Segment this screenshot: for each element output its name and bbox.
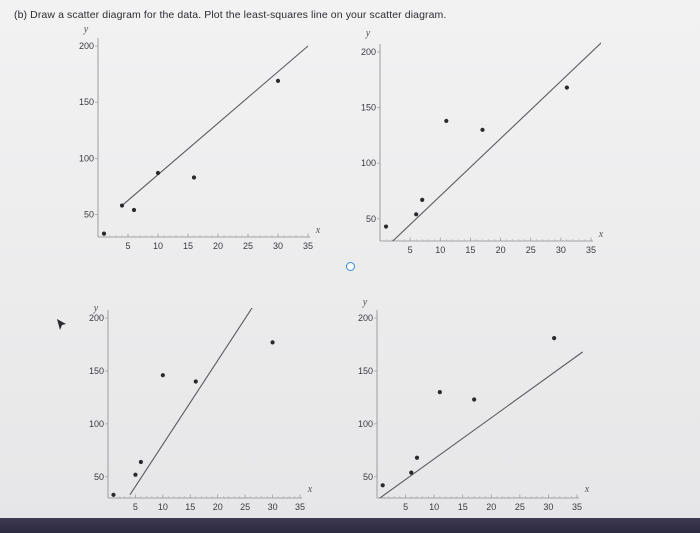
data-point (160, 373, 165, 378)
x-axis-title: x (584, 484, 590, 495)
x-tick-label: 10 (158, 502, 168, 512)
data-point (564, 85, 569, 90)
window-bottom-edge (0, 518, 700, 533)
data-point (444, 118, 449, 124)
x-tick-label: 30 (268, 502, 278, 512)
scatter-option-2[interactable]: 5 10 15 20 25 30 35 50 100 150 200 y x (338, 28, 613, 273)
data-point (414, 455, 420, 460)
y-axis-title: y (93, 303, 99, 314)
x-tick-label: 25 (240, 502, 250, 512)
y-tick-label: 100 (361, 158, 376, 168)
mouse-cursor-icon (57, 319, 66, 330)
least-squares-line (121, 45, 309, 206)
data-point (409, 470, 414, 475)
x-tick-label: 30 (543, 502, 553, 512)
x-tick-label: 30 (273, 241, 283, 251)
x-tick-label: 20 (496, 245, 506, 255)
data-point (138, 459, 144, 465)
data-point (119, 203, 125, 208)
y-tick-label: 150 (89, 366, 104, 376)
x-tick-label: 5 (408, 245, 413, 255)
data-point (437, 390, 442, 395)
y-tick-label: 100 (358, 419, 373, 429)
data-point (420, 197, 425, 202)
y-tick-label: 200 (89, 313, 104, 323)
y-tick-label: 200 (361, 47, 376, 57)
y-tick-label: 200 (358, 313, 373, 323)
x-tick-label: 35 (572, 502, 582, 512)
x-axis-title: x (315, 225, 321, 236)
y-tick-label: 50 (363, 472, 373, 482)
y-tick-label: 150 (358, 366, 373, 376)
least-squares-line (129, 308, 253, 496)
data-point (383, 224, 389, 229)
x-tick-label: 35 (303, 241, 313, 251)
x-tick-label: 10 (435, 245, 445, 255)
y-tick-label: 100 (89, 419, 104, 429)
y-tick-label: 200 (79, 41, 94, 51)
least-squares-line (378, 351, 584, 498)
data-point (131, 207, 137, 213)
data-point (414, 212, 419, 217)
data-point (111, 492, 116, 497)
y-tick-label: 100 (79, 153, 94, 163)
x-tick-label: 30 (556, 245, 566, 255)
data-point (193, 379, 198, 384)
x-tick-label: 25 (526, 245, 536, 255)
y-tick-label: 50 (366, 214, 376, 224)
scatter-option-1[interactable]: 5 10 15 20 25 30 35 50 100 150 200 y x (55, 24, 330, 269)
y-tick-label: 150 (361, 103, 376, 113)
data-point (155, 170, 161, 176)
data-point (270, 340, 275, 345)
answer-radio-button[interactable] (346, 262, 355, 271)
data-point (480, 127, 485, 132)
scatter-option-4[interactable]: 5 10 15 20 25 30 35 50 100 150 200 y x (345, 297, 620, 515)
y-axis-title: y (365, 28, 371, 39)
data-point (552, 336, 557, 341)
y-tick-label: 50 (94, 472, 104, 482)
y-axis-title: y (83, 24, 89, 35)
x-tick-label: 15 (183, 241, 193, 251)
x-tick-label: 10 (153, 241, 163, 251)
question-prompt: (b) Draw a scatter diagram for the data.… (14, 9, 447, 21)
x-tick-label: 20 (486, 502, 496, 512)
x-tick-label: 15 (458, 502, 468, 512)
x-axis-title: x (598, 229, 604, 240)
x-tick-label: 10 (429, 502, 439, 512)
least-squares-line (392, 42, 601, 241)
x-tick-label: 25 (243, 241, 253, 251)
x-tick-label: 20 (213, 502, 223, 512)
x-tick-label: 25 (515, 502, 525, 512)
y-axis-title: y (362, 297, 368, 308)
y-tick-label: 50 (84, 210, 94, 220)
x-tick-label: 5 (125, 241, 130, 251)
data-point (380, 483, 385, 488)
data-point (101, 231, 107, 236)
data-point (133, 472, 138, 477)
data-point (191, 175, 197, 180)
x-tick-label: 5 (403, 502, 408, 512)
x-tick-label: 5 (133, 502, 138, 512)
x-axis-title: x (307, 484, 313, 495)
x-tick-label: 35 (295, 502, 305, 512)
data-point (472, 397, 477, 402)
y-tick-label: 150 (79, 97, 94, 107)
x-tick-label: 35 (586, 245, 596, 255)
x-tick-label: 15 (185, 502, 195, 512)
x-tick-label: 15 (465, 245, 475, 255)
data-point (275, 78, 281, 83)
x-tick-label: 20 (213, 241, 223, 251)
